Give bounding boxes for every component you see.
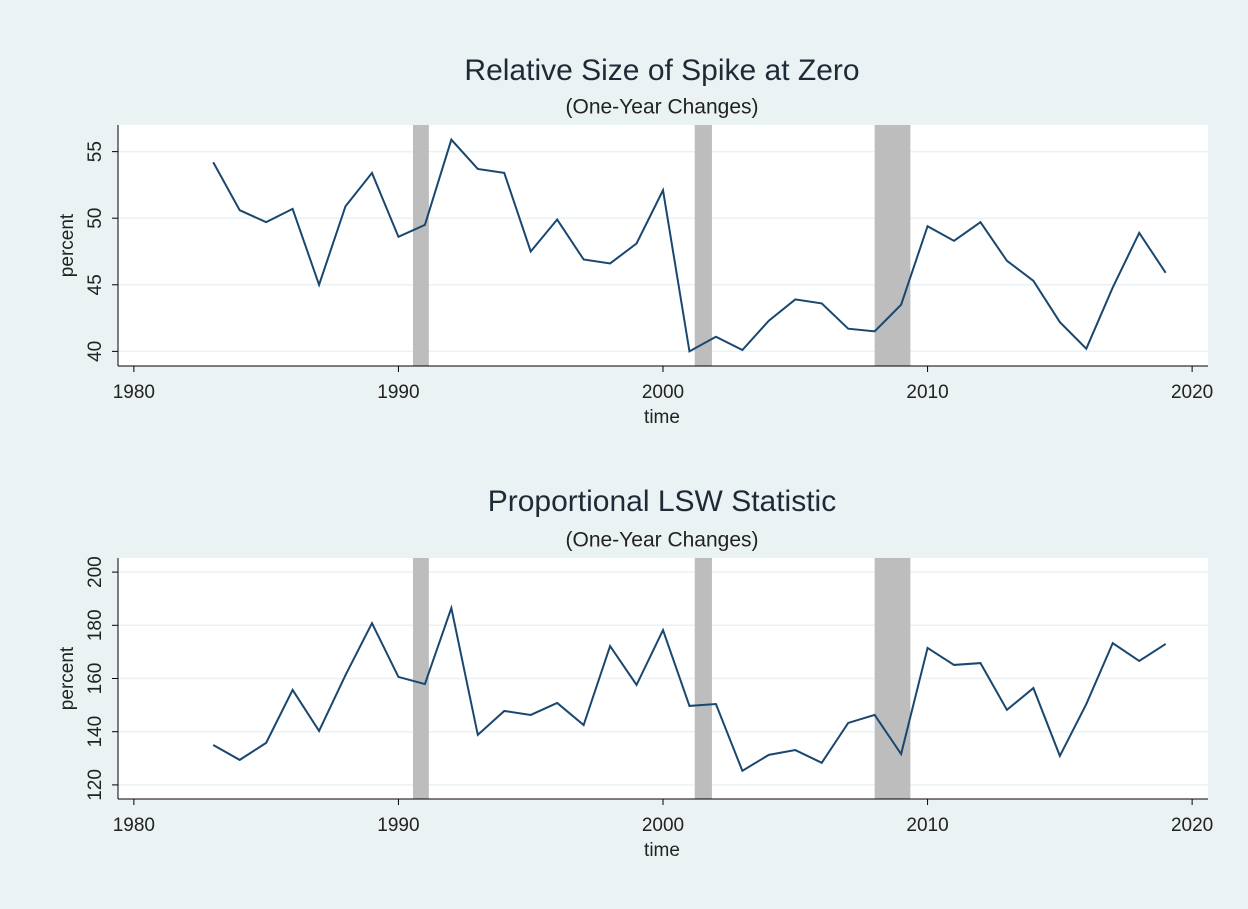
data-line	[212, 137, 1167, 353]
y-tick-label: 120	[85, 769, 106, 801]
x-tick-label: 2020	[1171, 815, 1213, 836]
shaded-period	[694, 125, 712, 366]
x-tick-label: 2000	[642, 815, 684, 836]
chart-subtitle: (One-Year Changes)	[566, 96, 759, 119]
y-axis-label: percent	[57, 646, 78, 710]
y-tick-label: 40	[85, 341, 106, 362]
y-tick-label: 55	[85, 141, 106, 162]
y-tick-label: 200	[85, 556, 106, 588]
shaded-period	[412, 125, 429, 366]
chart-title: Relative Size of Spike at Zero	[464, 54, 859, 87]
chart-subtitle: (One-Year Changes)	[566, 529, 759, 552]
y-tick-label: 45	[85, 274, 106, 295]
x-axis-label: time	[644, 840, 680, 861]
y-tick-label: 180	[85, 609, 106, 641]
data-line	[212, 604, 1167, 773]
plot-area	[118, 125, 1208, 366]
y-axis-label: percent	[57, 213, 78, 277]
x-tick-label: 2010	[906, 815, 948, 836]
shaded-period	[874, 558, 911, 799]
x-tick-label: 2020	[1171, 382, 1213, 403]
x-tick-label: 2000	[642, 382, 684, 403]
shaded-period	[874, 125, 911, 366]
y-tick-label: 50	[85, 208, 106, 229]
x-tick-label: 1990	[377, 815, 419, 836]
x-tick-label: 1990	[377, 382, 419, 403]
x-axis-label: time	[644, 407, 680, 428]
x-tick-label: 1980	[113, 382, 155, 403]
shaded-period	[694, 558, 712, 799]
shaded-period	[412, 558, 429, 799]
y-tick-label: 140	[85, 716, 106, 748]
x-tick-label: 2010	[906, 382, 948, 403]
x-tick-label: 1980	[113, 815, 155, 836]
y-tick-label: 160	[85, 663, 106, 695]
chart-title: Proportional LSW Statistic	[488, 485, 836, 518]
